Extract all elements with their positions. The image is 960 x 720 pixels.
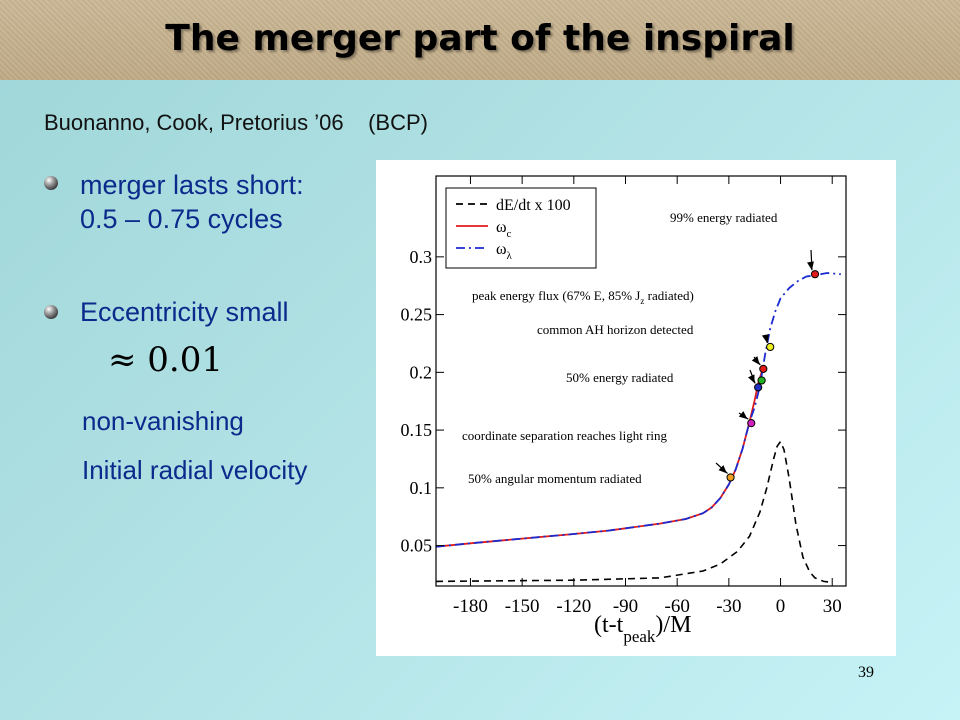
- bullet-1-line-1: merger lasts short:: [80, 170, 304, 200]
- annotation-label: common AH horizon detected: [537, 322, 694, 337]
- x-tick-label: 30: [823, 596, 842, 617]
- title-bar: The merger part of the inspiral: [0, 0, 960, 80]
- x-tick-label: -150: [505, 596, 540, 617]
- eccentricity-value: ≈ 0.01: [108, 340, 223, 380]
- y-tick-label: 0.05: [401, 536, 433, 556]
- x-tick-label: -90: [613, 596, 638, 617]
- note-line-1: non-vanishing: [82, 406, 244, 436]
- annotation-label: 50% angular momentum radiated: [468, 471, 642, 486]
- x-tick-label: -30: [716, 596, 741, 617]
- y-tick-label: 0.1: [410, 478, 433, 498]
- event-marker: [754, 383, 763, 392]
- event-marker: [766, 342, 775, 352]
- bullet-text-1: merger lasts short: 0.5 – 0.75 cycles: [80, 168, 304, 236]
- annotation-label: 99% energy radiated: [670, 210, 778, 225]
- legend-label: dE/dt x 100: [496, 197, 571, 214]
- series-line-0: [435, 439, 833, 584]
- y-tick-label: 0.25: [401, 305, 433, 325]
- event-marker: [810, 270, 820, 279]
- bullet-icon: [44, 305, 58, 319]
- chart-panel: -180 -150 -120 -90 -60 -30 0 30 0.05 0.1 0.15 0.2 0.…: [376, 160, 896, 656]
- bullet-icon: [44, 176, 58, 190]
- x-tick-label: -60: [665, 596, 690, 617]
- series-line-2: [435, 272, 841, 548]
- bullet-1-line-2: 0.5 – 0.75 cycles: [80, 204, 283, 234]
- event-marker: [726, 473, 735, 482]
- arrowhead-icon: [807, 261, 814, 271]
- series-line-1: [435, 368, 765, 548]
- x-tick-label: -120: [556, 596, 591, 617]
- slide-subtitle: Buonanno, Cook, Pretorius ’06 (BCP): [44, 110, 428, 135]
- arrowhead-icon: [748, 374, 755, 384]
- annotation-label: peak energy flux (67% E, 85% Jz radiated…: [472, 288, 694, 306]
- arrowhead-icon: [718, 465, 727, 474]
- arrowhead-icon: [751, 356, 760, 365]
- plot-frame: [435, 175, 847, 587]
- bullet-2-line-1: Eccentricity small: [80, 297, 289, 327]
- frequency-evolution-chart: -180 -150 -120 -90 -60 -30 0 30 0.05 0.1 0.15 0.2 0.…: [401, 175, 847, 646]
- event-marker: [757, 376, 766, 385]
- arrowhead-icon: [738, 411, 748, 420]
- y-tick-label: 0.3: [410, 247, 433, 267]
- x-axis-label: (t-tpeak)/M: [594, 612, 691, 646]
- annotation-label: coordinate separation reaches light ring: [462, 428, 668, 443]
- y-tick-label: 0.15: [401, 420, 433, 440]
- page-number: 39: [858, 664, 874, 681]
- legend-box: [445, 187, 597, 269]
- bullet-text-2: Eccentricity small: [80, 295, 289, 329]
- event-marker: [759, 364, 768, 373]
- x-tick-label: -180: [453, 596, 488, 617]
- y-tick-label: 0.2: [410, 362, 433, 382]
- note-line-2: Initial radial velocity: [82, 455, 308, 485]
- event-marker: [747, 419, 756, 428]
- x-tick-label: 0: [776, 596, 786, 617]
- slide-title: The merger part of the inspiral: [165, 18, 795, 59]
- arrowhead-icon: [761, 334, 769, 343]
- annotation-label: 50% energy radiated: [566, 370, 674, 385]
